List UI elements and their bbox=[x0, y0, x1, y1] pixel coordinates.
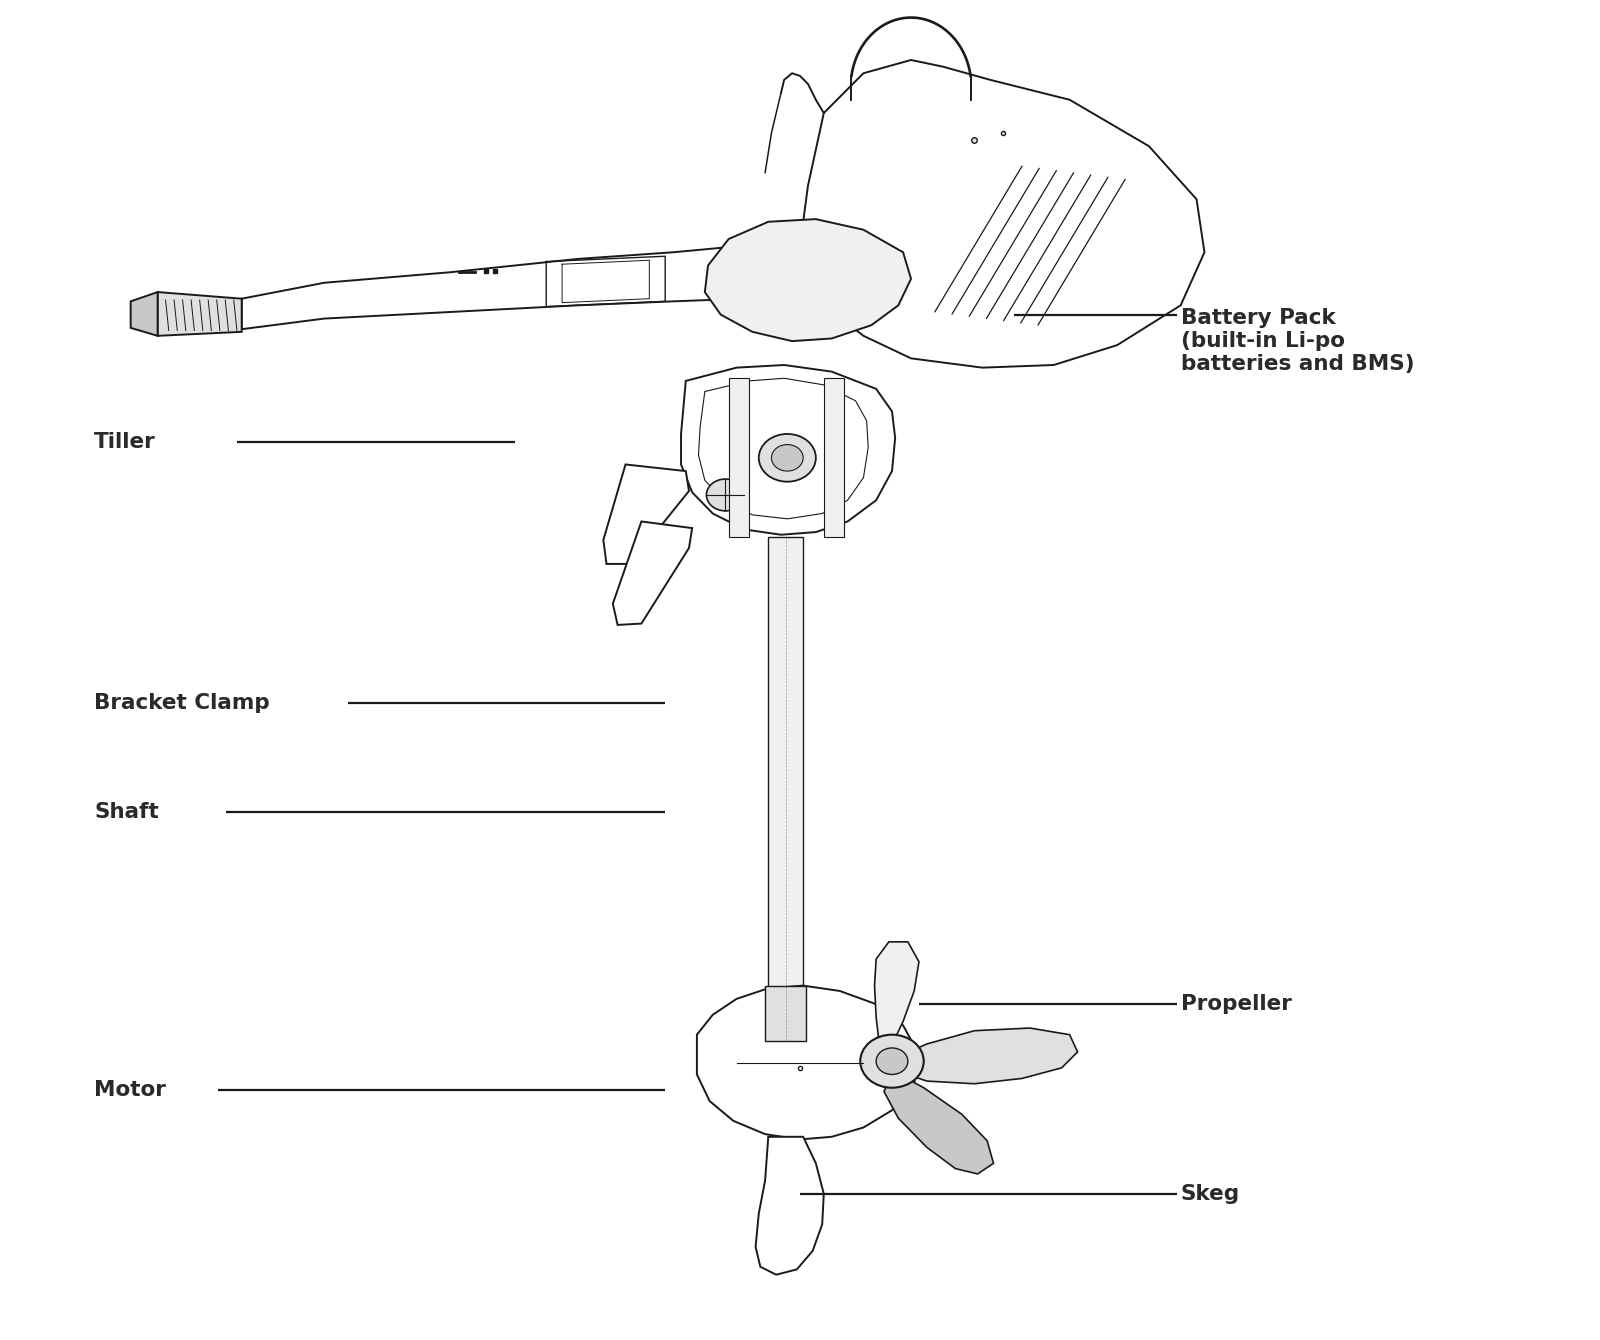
Polygon shape bbox=[765, 986, 806, 1041]
PathPatch shape bbox=[706, 220, 910, 342]
PathPatch shape bbox=[698, 986, 918, 1139]
Polygon shape bbox=[242, 245, 816, 330]
Text: Battery Pack
(built-in Li-po
batteries and BMS): Battery Pack (built-in Li-po batteries a… bbox=[1181, 308, 1414, 374]
Circle shape bbox=[861, 1034, 923, 1088]
Circle shape bbox=[877, 1048, 907, 1075]
PathPatch shape bbox=[755, 1136, 824, 1274]
Polygon shape bbox=[728, 378, 749, 537]
PathPatch shape bbox=[875, 942, 918, 1055]
Circle shape bbox=[707, 478, 744, 511]
PathPatch shape bbox=[888, 1028, 1077, 1084]
PathPatch shape bbox=[682, 364, 894, 535]
PathPatch shape bbox=[885, 1071, 994, 1174]
Text: Propeller: Propeller bbox=[1181, 994, 1291, 1014]
Text: Skeg: Skeg bbox=[1181, 1183, 1240, 1203]
Polygon shape bbox=[824, 378, 845, 537]
Text: Motor: Motor bbox=[94, 1080, 166, 1100]
Polygon shape bbox=[158, 292, 242, 336]
Circle shape bbox=[758, 434, 816, 481]
PathPatch shape bbox=[603, 465, 690, 564]
Text: Tiller: Tiller bbox=[94, 431, 155, 452]
Circle shape bbox=[771, 445, 803, 472]
Text: Bracket Clamp: Bracket Clamp bbox=[94, 693, 270, 713]
PathPatch shape bbox=[613, 521, 693, 624]
PathPatch shape bbox=[800, 60, 1205, 367]
Text: Shaft: Shaft bbox=[94, 801, 158, 821]
Polygon shape bbox=[768, 537, 803, 1041]
Polygon shape bbox=[131, 292, 158, 336]
